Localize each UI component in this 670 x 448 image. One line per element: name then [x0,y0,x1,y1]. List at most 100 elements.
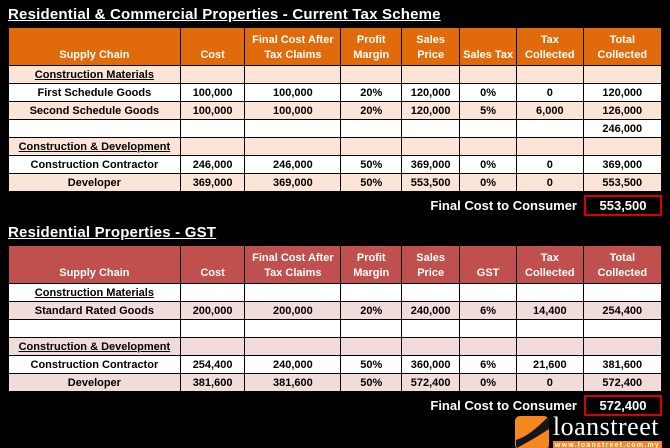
value-cell: 6% [459,301,517,320]
value-cell [516,119,584,138]
value-cell [516,337,584,356]
column-header-cost: Cost [179,27,246,66]
value-cell: 200,000 [244,301,342,320]
value-cell: 50% [340,373,403,392]
value-cell [340,65,403,84]
value-cell [340,283,403,302]
value-cell: 200,000 [179,301,246,320]
section-row: Construction & Development [8,137,663,156]
value-cell: 369,000 [244,173,342,192]
column-header-final-cost-after-tax-claims: Final Cost After Tax Claims [244,27,342,66]
column-header-tax-collected: Tax Collected [516,245,584,284]
column-header-total-collected: Total Collected [582,245,663,284]
column-header-profit-margin: Profit Margin [340,27,403,66]
value-cell [516,137,584,156]
value-cell: 20% [340,83,403,102]
loanstreet-wordmark: loanstreet www.loanstreet.com.my [552,412,662,448]
value-cell: 246,000 [244,155,342,174]
value-cell: 20% [340,301,403,320]
column-header-sales-tax: Sales Tax [459,27,517,66]
loanstreet-name: loanstreet [552,412,659,441]
column-header-sales-price: Sales Price [401,245,461,284]
section-row: Construction Materials [8,283,663,302]
table-row [8,319,663,338]
value-cell: 100,000 [179,101,246,120]
value-cell [179,337,246,356]
value-cell [516,319,584,338]
value-cell: 240,000 [401,301,461,320]
table-row: Developer 381,600 381,600 50% 572,400 0% 0 572,… [8,373,663,392]
column-header-profit-margin: Profit Margin [340,245,403,284]
header-row: Supply Chain Cost Final Cost After Tax Cla… [8,245,663,284]
loanstreet-logo: loanstreet www.loanstreet.com.my [8,414,662,448]
table-row: Second Schedule Goods 100,000 100,000 20% 12… [8,101,663,120]
value-cell [459,65,517,84]
column-header-total-collected: Total Collected [582,27,663,66]
column-header-sales-price: Sales Price [401,27,461,66]
value-cell [582,65,663,84]
value-cell: 369,000 [401,155,461,174]
value-cell: 240,000 [244,355,342,374]
value-cell [244,319,342,338]
value-cell [244,283,342,302]
value-cell [582,337,663,356]
value-cell: 21,600 [516,355,584,374]
value-cell [179,65,246,84]
value-cell: 5% [459,101,517,120]
final-cost-row-1: Final Cost to Consumer 553,500 [8,195,662,216]
value-cell: 246,000 [582,119,663,138]
value-cell: 14,400 [516,301,584,320]
value-cell: 254,400 [582,301,663,320]
table-row: Standard Rated Goods 200,000 200,000 20% 240… [8,301,663,320]
current-tax-scheme-table: Supply Chain Cost Final Cost After Tax Cla… [8,27,663,192]
column-header-tax-collected: Tax Collected [516,27,584,66]
value-cell [401,283,461,302]
gst-table: Supply Chain Cost Final Cost After Tax Cla… [8,245,663,392]
supply-chain-cell: Developer [8,373,181,392]
value-cell: 0 [516,155,584,174]
value-cell: 120,000 [401,101,461,120]
table-row: Developer 369,000 369,000 50% 553,500 0% 0 553,… [8,173,663,192]
value-cell [516,65,584,84]
value-cell: 369,000 [179,173,246,192]
value-cell [340,337,403,356]
value-cell: 0% [459,83,517,102]
value-cell [340,319,403,338]
final-cost-row-2: Final Cost to Consumer 572,400 [8,395,662,416]
value-cell: 100,000 [244,83,342,102]
section-label: Construction Materials [8,65,181,84]
value-cell: 0% [459,373,517,392]
value-cell [340,137,403,156]
supply-chain-cell [8,319,181,338]
value-cell: 246,000 [179,155,246,174]
value-cell: 381,600 [582,355,663,374]
value-cell: 381,600 [244,373,342,392]
value-cell: 50% [340,155,403,174]
value-cell: 0 [516,83,584,102]
value-cell [244,65,342,84]
value-cell: 50% [340,173,403,192]
value-cell [401,65,461,84]
value-cell: 254,400 [179,355,246,374]
value-cell: 6% [459,355,517,374]
value-cell: 572,400 [582,373,663,392]
value-cell [179,319,246,338]
final-cost-label: Final Cost to Consumer [430,398,577,413]
column-header-cost: Cost [179,245,246,284]
final-cost-label: Final Cost to Consumer [430,198,577,213]
table-title-current-tax-scheme: Residential & Commercial Properties - Cu… [8,6,441,23]
value-cell [401,337,461,356]
column-header-supply-chain: Supply Chain [8,27,181,66]
value-cell [459,337,517,356]
table-title-gst: Residential Properties - GST [8,224,217,241]
value-cell [459,283,517,302]
loanstreet-road-icon [514,416,549,448]
value-cell [401,119,461,138]
column-header-supply-chain: Supply Chain [8,245,181,284]
value-cell: 369,000 [582,155,663,174]
section-label: Construction & Development [8,137,181,156]
value-cell: 126,000 [582,101,663,120]
final-cost-value-highlight: 572,400 [584,395,662,416]
value-cell [582,319,663,338]
value-cell: 100,000 [179,83,246,102]
